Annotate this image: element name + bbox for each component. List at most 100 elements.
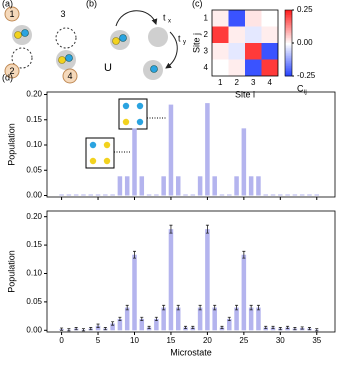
bar (117, 318, 123, 331)
y-tick-label: 1 (204, 13, 209, 22)
y-tick-label: 0.15 (26, 240, 42, 249)
colorbar-segment (285, 51, 292, 54)
colorbar-segment (285, 61, 292, 64)
bar (270, 194, 276, 196)
x-tick-label: 0 (59, 336, 64, 345)
error-bar (162, 304, 166, 311)
colorbar-segment (285, 72, 292, 75)
colorbar-segment (285, 18, 292, 21)
error-bar (264, 325, 268, 329)
bar (256, 307, 261, 331)
heatmap-frame (211, 9, 279, 77)
bar (95, 194, 101, 196)
heatmap-cell (261, 43, 278, 60)
hop-label: t (163, 12, 166, 22)
bar (154, 318, 159, 331)
heatmap-cell (228, 59, 245, 76)
x-tick-label: 25 (239, 336, 248, 345)
x-axis-label: Microstate (170, 347, 212, 357)
colorbar-segment (285, 47, 292, 50)
y-tick-label: 0.10 (26, 140, 42, 149)
colorbar-segment (285, 69, 292, 72)
error-bar (111, 321, 115, 326)
bar (110, 323, 115, 331)
error-bar (307, 327, 311, 331)
error-bar (89, 327, 93, 331)
error-bar (60, 327, 64, 331)
colorbar-segment (285, 66, 292, 69)
bar (256, 176, 261, 196)
heatmap-cell (261, 10, 278, 27)
x-tick-label: 2 (235, 78, 240, 87)
bar (278, 194, 283, 196)
x-tick-label: 15 (166, 336, 175, 345)
error-bar (140, 316, 144, 322)
colorbar-segment (285, 16, 292, 19)
bar (132, 128, 137, 196)
bar (285, 194, 290, 196)
y-tick-label: 0.10 (26, 269, 42, 278)
colorbar-segment (285, 74, 292, 77)
error-bar (67, 328, 71, 332)
hop-label-sub: y (183, 40, 186, 46)
colorbar-segment (285, 39, 292, 42)
colorbar-segment (285, 49, 292, 52)
x-tick-label: 5 (96, 336, 101, 345)
colorbar-segment (285, 64, 292, 67)
error-bar (271, 325, 275, 329)
panel-label: (d) (2, 72, 13, 82)
lattice-diagram (4, 6, 78, 84)
colorbar-segment (285, 56, 292, 59)
bar (161, 176, 166, 196)
colorbar-segment (285, 11, 292, 14)
y-tick-label: 3 (204, 46, 209, 55)
y-tick-label: 0.00 (26, 191, 42, 200)
bar (73, 194, 79, 196)
bar (234, 176, 239, 196)
heatmap-cell (228, 43, 245, 60)
x-tick-label: 20 (203, 336, 212, 345)
error-bar (132, 250, 136, 259)
colorbar-tick-label: -0.25 (297, 71, 316, 80)
colorbar-segment (285, 24, 292, 27)
bar (124, 307, 130, 331)
y-tick-label: 4 (204, 63, 209, 72)
colorbar-segment (285, 26, 292, 29)
hopping-diagram (110, 10, 178, 80)
bar (205, 229, 210, 331)
bar (175, 176, 181, 196)
colorbar-segment (285, 21, 292, 24)
bar (197, 176, 203, 196)
error-bar (74, 327, 78, 331)
error-bar (235, 304, 239, 311)
error-bar (286, 325, 290, 329)
colorbar-label: C (297, 83, 304, 93)
colorbar-segment (285, 14, 292, 17)
colorbar-segment (285, 34, 292, 37)
interaction-label: U (104, 62, 112, 74)
x-tick-label: 4 (268, 78, 273, 87)
plot-frame (46, 91, 336, 198)
colorbar-segment (285, 52, 292, 55)
colorbar-segment (285, 33, 292, 36)
site-label: 2 (9, 66, 14, 76)
x-tick-label: 3 (251, 78, 256, 87)
colorbar-tick-label: 0.00 (297, 38, 313, 47)
heatmap-cell (212, 10, 229, 27)
colorbar-segment (285, 29, 292, 32)
bar (154, 194, 159, 196)
bar (227, 318, 232, 331)
y-tick-label: 0.00 (26, 325, 42, 334)
bar (132, 254, 137, 331)
y-axis-label: Site j (191, 33, 201, 53)
panel-label: (c) (192, 0, 203, 8)
bar (103, 194, 108, 196)
error-bar (220, 325, 224, 329)
error-bar (198, 304, 202, 311)
bar (117, 176, 123, 196)
bar (205, 103, 210, 196)
bar (248, 307, 254, 331)
y-tick-label: 0.05 (26, 165, 42, 174)
colorbar-label-sub: ij (304, 90, 307, 96)
y-tick-label: 0.20 (26, 90, 42, 99)
